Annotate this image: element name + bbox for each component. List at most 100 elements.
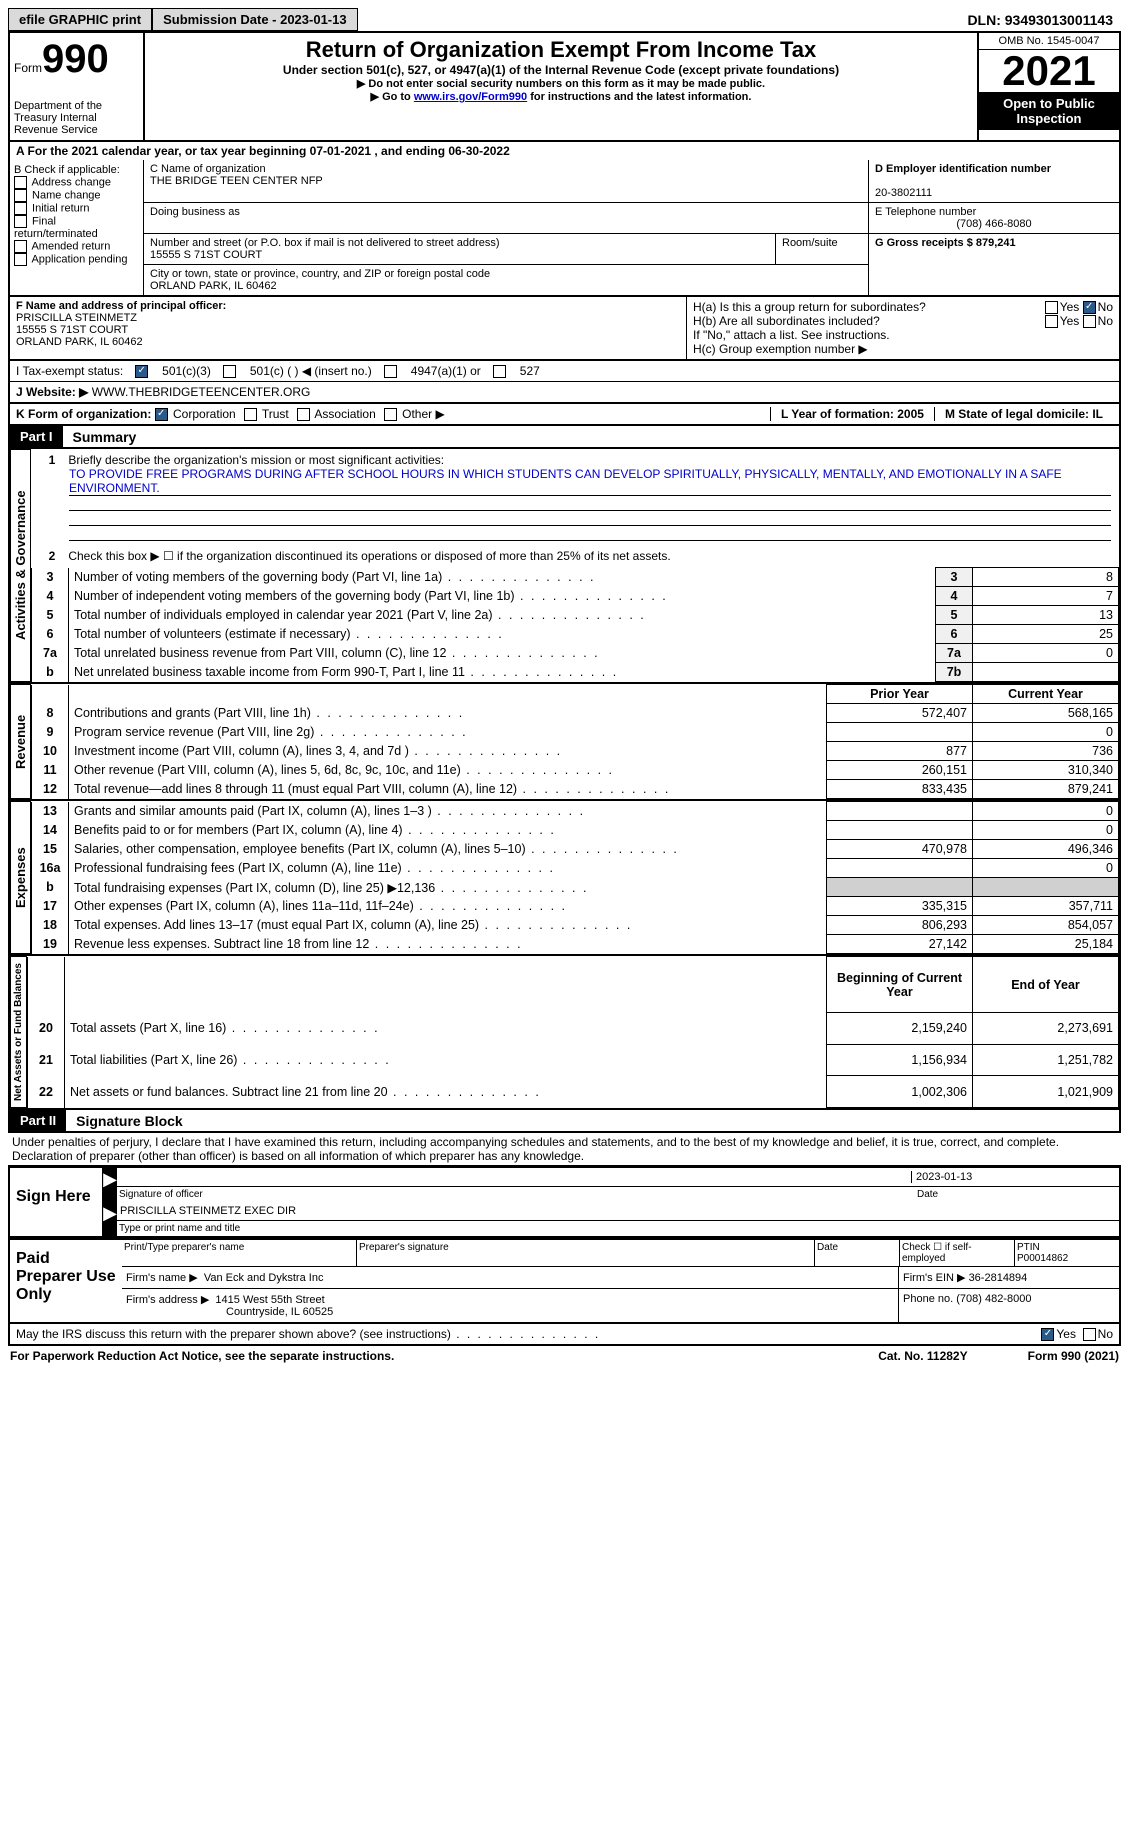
activities-table: 3Number of voting members of the governi…: [31, 567, 1119, 682]
klm-row: K Form of organization: Corporation Trus…: [8, 404, 1121, 426]
table-row: 22Net assets or fund balances. Subtract …: [28, 1076, 1119, 1108]
no-label: No: [1098, 300, 1113, 314]
org-form-checkbox[interactable]: [297, 408, 310, 421]
part1-header-row: Part I Summary: [8, 426, 1121, 449]
hb-yes-checkbox[interactable]: [1045, 315, 1058, 328]
org-form-option: Trust: [244, 407, 289, 421]
applicable-option: Address change: [14, 176, 139, 189]
phone-value: (708) 466-8080: [875, 218, 1113, 230]
firm-addr1: 1415 West 55th Street: [215, 1294, 324, 1306]
table-row: 10Investment income (Part VIII, column (…: [32, 742, 1119, 761]
ha-yes-checkbox[interactable]: [1045, 301, 1058, 314]
expenses-label: Expenses: [10, 801, 31, 954]
paid-preparer-label: Paid Preparer Use Only: [10, 1240, 122, 1322]
org-form-checkbox[interactable]: [155, 408, 168, 421]
yes-label: Yes: [1060, 314, 1080, 328]
applicable-checkbox[interactable]: [14, 189, 27, 202]
ha-no-checkbox[interactable]: [1083, 301, 1096, 314]
table-row: 8Contributions and grants (Part VIII, li…: [32, 704, 1119, 723]
applicable-checkbox[interactable]: [14, 253, 27, 266]
ptin-label: PTIN: [1017, 1242, 1117, 1253]
applicable-checkbox[interactable]: [14, 202, 27, 215]
table-row: 17Other expenses (Part IX, column (A), l…: [32, 897, 1119, 916]
part2-title: Signature Block: [66, 1113, 183, 1129]
ein-label: D Employer identification number: [875, 163, 1113, 175]
yes-label: Yes: [1056, 1327, 1076, 1341]
public-inspection-badge: Open to Public Inspection: [979, 92, 1119, 130]
table-row: 16aProfessional fundraising fees (Part I…: [32, 859, 1119, 878]
no-label: No: [1098, 314, 1113, 328]
phone-label: E Telephone number: [875, 206, 1113, 218]
firm-ein: 36-2814894: [969, 1272, 1028, 1284]
hb-no-checkbox[interactable]: [1083, 315, 1096, 328]
applicable-checkbox[interactable]: [14, 240, 27, 253]
table-row: 18Total expenses. Add lines 13–17 (must …: [32, 916, 1119, 935]
dba-label: Doing business as: [150, 206, 862, 218]
officer-group-grid: F Name and address of principal officer:…: [8, 297, 1121, 361]
top-bar: efile GRAPHIC print Submission Date - 20…: [8, 8, 1121, 31]
form-header: Form990 Department of the Treasury Inter…: [8, 31, 1121, 142]
ssn-note: ▶ Do not enter social security numbers o…: [149, 77, 973, 90]
part1-title: Summary: [63, 429, 137, 445]
applicable-checkbox[interactable]: [14, 176, 27, 189]
city-label: City or town, state or province, country…: [150, 268, 862, 280]
expenses-table: 13Grants and similar amounts paid (Part …: [31, 801, 1119, 954]
table-row: 5Total number of individuals employed in…: [32, 606, 1119, 625]
hc-label: H(c) Group exemption number ▶: [693, 342, 1113, 356]
applicable-option: Application pending: [14, 253, 139, 266]
mission-text: TO PROVIDE FREE PROGRAMS DURING AFTER SC…: [69, 467, 1111, 496]
table-row: 7aTotal unrelated business revenue from …: [32, 644, 1119, 663]
ein-value: 20-3802111: [875, 187, 1113, 199]
tax-exempt-row: I Tax-exempt status: 501(c)(3) 501(c) ( …: [8, 361, 1121, 382]
arrow-icon: ▶: [103, 1202, 117, 1236]
net-assets-table: Beginning of Current YearEnd of Year20To…: [27, 956, 1119, 1108]
table-header-row: Prior YearCurrent Year: [32, 685, 1119, 704]
discuss-no-checkbox[interactable]: [1083, 1328, 1096, 1341]
efile-print-button[interactable]: efile GRAPHIC print: [8, 8, 152, 31]
table-row: 14Benefits paid to or for members (Part …: [32, 821, 1119, 840]
phone-no-label: Phone no.: [903, 1293, 953, 1305]
yes-label: Yes: [1060, 300, 1080, 314]
phone-no-value: (708) 482-8000: [956, 1293, 1031, 1305]
part1-badge: Part I: [10, 426, 63, 447]
527-checkbox[interactable]: [493, 365, 506, 378]
net-assets-label: Net Assets or Fund Balances: [10, 956, 27, 1108]
table-row: 3Number of voting members of the governi…: [32, 568, 1119, 587]
cat-number: Cat. No. 11282Y: [878, 1349, 967, 1363]
preparer-block: Paid Preparer Use Only Print/Type prepar…: [8, 1238, 1121, 1324]
applicable-option: Name change: [14, 189, 139, 202]
table-row: 9Program service revenue (Part VIII, lin…: [32, 723, 1119, 742]
self-employed-check: Check ☐ if self-employed: [900, 1240, 1015, 1266]
hb-label: H(b) Are all subordinates included?: [693, 314, 1045, 328]
501c-checkbox[interactable]: [223, 365, 236, 378]
irs-link[interactable]: www.irs.gov/Form990: [414, 91, 527, 103]
table-row: 21Total liabilities (Part X, line 26)1,1…: [28, 1044, 1119, 1076]
entity-info-grid: B Check if applicable: Address change Na…: [8, 160, 1121, 297]
org-form-checkbox[interactable]: [244, 408, 257, 421]
table-row: 15Salaries, other compensation, employee…: [32, 840, 1119, 859]
firm-name: Van Eck and Dykstra Inc: [204, 1272, 324, 1284]
state-domicile: M State of legal domicile: IL: [934, 407, 1113, 421]
501c3-checkbox[interactable]: [135, 365, 148, 378]
form-org-label: K Form of organization:: [16, 407, 151, 421]
org-form-checkbox[interactable]: [384, 408, 397, 421]
4947-checkbox[interactable]: [384, 365, 397, 378]
gross-receipts: G Gross receipts $ 879,241: [875, 237, 1113, 249]
501c3-label: 501(c)(3): [162, 364, 211, 378]
org-form-option: Other ▶: [384, 407, 445, 421]
discuss-yes-checkbox[interactable]: [1041, 1328, 1054, 1341]
form-title: Return of Organization Exempt From Incom…: [149, 37, 973, 63]
table-header-row: Beginning of Current YearEnd of Year: [28, 957, 1119, 1012]
table-row: 19Revenue less expenses. Subtract line 1…: [32, 935, 1119, 954]
table-row: 12Total revenue—add lines 8 through 11 (…: [32, 780, 1119, 799]
website-value: WWW.THEBRIDGETEENCENTER.ORG: [92, 385, 311, 399]
street-address: 15555 S 71ST COURT: [150, 249, 769, 261]
applicable-checkbox[interactable]: [14, 215, 27, 228]
org-name: THE BRIDGE TEEN CENTER NFP: [150, 175, 862, 187]
submission-date-button[interactable]: Submission Date - 2023-01-13: [152, 8, 358, 31]
tax-year: 2021: [979, 50, 1119, 92]
part2-badge: Part II: [10, 1110, 66, 1131]
sign-here-label: Sign Here: [10, 1168, 103, 1236]
table-row: 6Total number of volunteers (estimate if…: [32, 625, 1119, 644]
ptin-value: P00014862: [1017, 1253, 1117, 1264]
